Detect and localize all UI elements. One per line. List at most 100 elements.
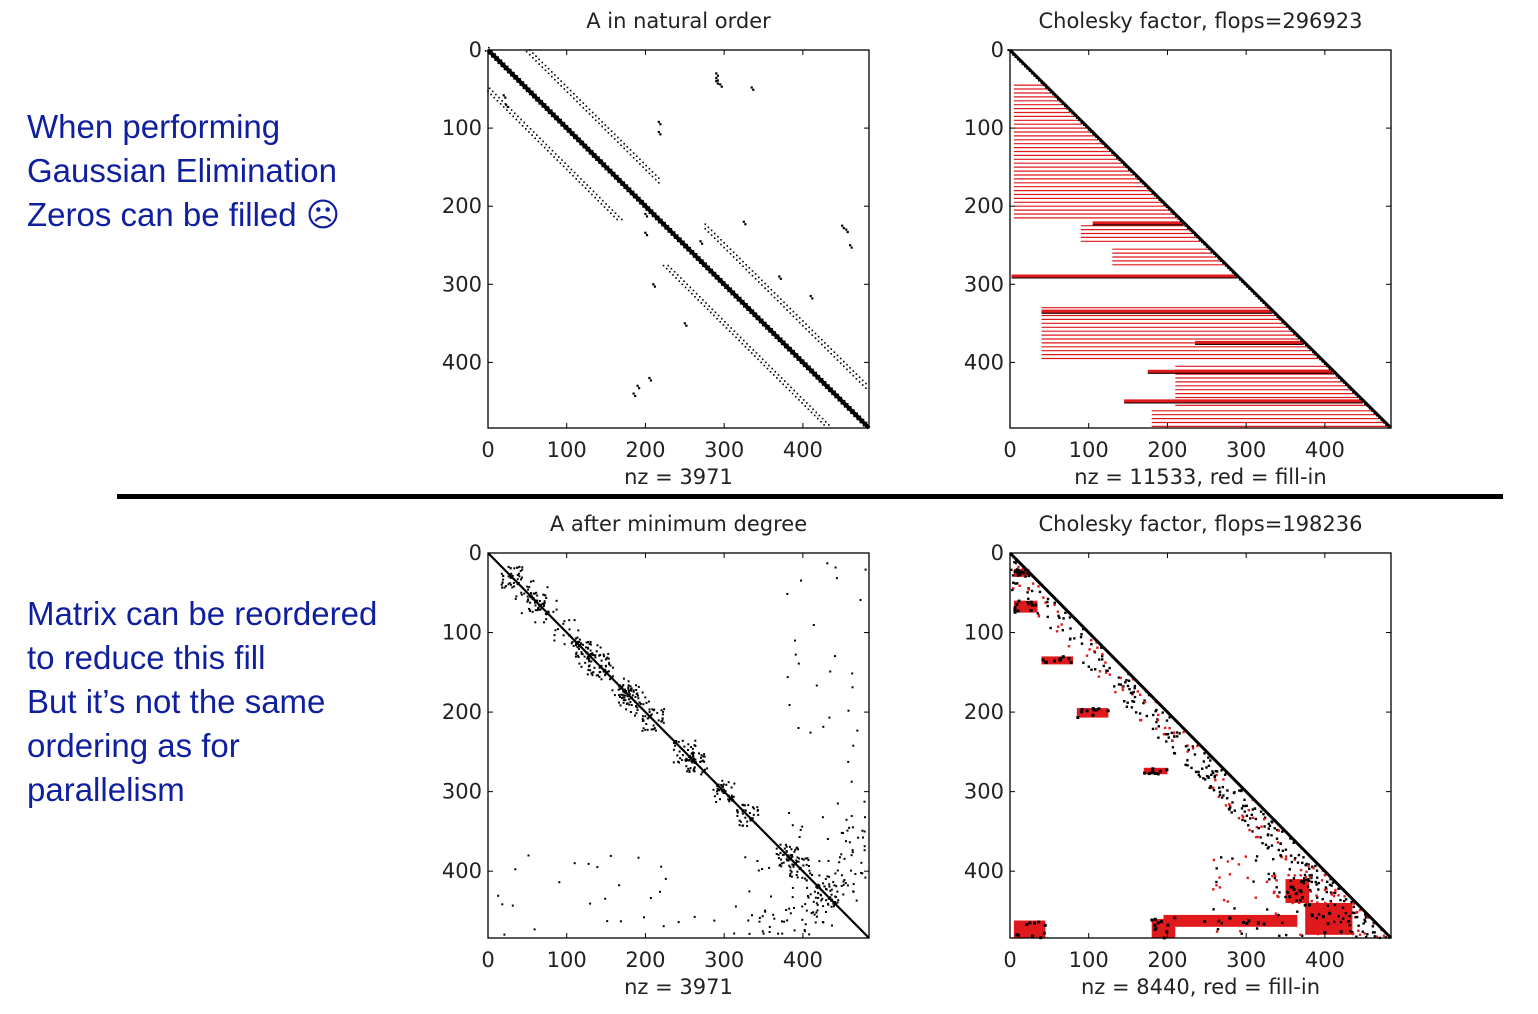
nonzero-entry (542, 593, 545, 596)
nonzero-entry (773, 917, 776, 920)
nonzero-entry (557, 121, 559, 124)
nonzero-entry (491, 56, 493, 58)
nonzero-entry (1366, 933, 1369, 936)
nonzero-entry (597, 199, 599, 202)
nonzero-entry (779, 843, 782, 846)
nonzero-entry (645, 215, 649, 218)
nonzero-entry (860, 861, 863, 864)
nonzero-entry (683, 246, 685, 249)
nonzero-entry (1068, 616, 1072, 619)
nonzero-entry (1305, 862, 1308, 866)
nonzero-entry (536, 609, 539, 612)
nonzero-entry (598, 156, 600, 158)
nonzero-entry (484, 50, 487, 52)
nonzero-entry (500, 65, 503, 68)
nonzero-entry (723, 246, 725, 249)
nonzero-entry (513, 78, 515, 80)
nonzero-entry (750, 352, 753, 354)
nonzero-entry (573, 862, 576, 865)
nonzero-entry (1228, 804, 1232, 808)
nonzero-entry (782, 853, 785, 856)
nonzero-entry (497, 894, 500, 897)
nonzero-entry (1209, 759, 1212, 762)
nonzero-entry (835, 577, 838, 580)
nonzero-entry (1053, 601, 1056, 604)
nonzero-entry (1255, 927, 1259, 930)
nonzero-entry (830, 353, 832, 355)
nonzero-entry (528, 93, 531, 96)
nonzero-entry (741, 803, 744, 806)
caption-fill-in: When performing Gaussian Elimination Zer… (27, 105, 340, 237)
nonzero-entry (722, 783, 725, 786)
nonzero-entry (1271, 875, 1274, 878)
nonzero-entry (520, 593, 523, 596)
nonzero-entry (1284, 857, 1287, 861)
nonzero-entry (692, 753, 694, 756)
nonzero-entry (611, 689, 614, 692)
nonzero-entry (774, 331, 777, 333)
nonzero-entry (1316, 876, 1319, 879)
nonzero-entry (691, 761, 694, 764)
nonzero-entry (724, 790, 727, 793)
nonzero-entry (1101, 653, 1104, 656)
nonzero-entry (821, 338, 823, 341)
nonzero-entry (551, 115, 553, 118)
nonzero-entry (539, 137, 541, 140)
nonzero-entry (553, 156, 555, 158)
nonzero-entry (720, 243, 722, 246)
y-tick-label: 100 (964, 116, 1004, 140)
nonzero-entry (713, 919, 716, 922)
nonzero-entry (654, 178, 657, 181)
nonzero-entry (717, 240, 719, 243)
nonzero-entry (1073, 637, 1076, 640)
nonzero-entry (515, 118, 518, 121)
nonzero-entry (700, 773, 703, 776)
nonzero-entry (1231, 801, 1234, 804)
nonzero-entry (547, 106, 550, 108)
nonzero-entry (651, 209, 654, 211)
nonzero-entry (1126, 701, 1129, 704)
nonzero-entry (787, 343, 789, 346)
nonzero-entry (1273, 876, 1277, 880)
nonzero-entry (1113, 685, 1116, 688)
nonzero-entry (790, 875, 793, 878)
nonzero-entry (822, 882, 825, 885)
nonzero-entry (510, 75, 512, 77)
nonzero-entry (528, 131, 530, 133)
nonzero-entry (761, 284, 763, 286)
nonzero-entry (1333, 891, 1336, 895)
nonzero-entry (789, 854, 792, 856)
nonzero-entry (702, 759, 705, 762)
nonzero-entry (850, 246, 853, 249)
nonzero-entry (575, 653, 578, 656)
nonzero-entry (686, 759, 689, 762)
nonzero-entry (712, 788, 715, 791)
nonzero-entry (1249, 817, 1252, 820)
nonzero-entry (629, 701, 632, 703)
nonzero-entry (557, 628, 559, 631)
nonzero-entry (708, 265, 710, 268)
nonzero-entry (751, 270, 754, 272)
nonzero-entry (821, 897, 824, 900)
nonzero-entry (743, 804, 746, 807)
nonzero-entry (798, 857, 801, 860)
nonzero-entry (598, 654, 601, 657)
nonzero-entry (744, 816, 747, 819)
nonzero-entry (591, 149, 594, 152)
nonzero-entry (645, 203, 647, 205)
nonzero-entry (843, 879, 846, 881)
y-tick-label: 200 (442, 700, 482, 724)
nonzero-entry (733, 782, 736, 785)
nonzero-entry (711, 308, 714, 311)
nonzero-entry (861, 829, 864, 832)
nonzero-entry (1170, 731, 1173, 735)
nonzero-entry (639, 163, 641, 165)
nonzero-entry (590, 660, 593, 663)
nonzero-entry (833, 351, 836, 353)
nonzero-entry (619, 687, 622, 690)
x-tick-label: 300 (704, 948, 744, 972)
nonzero-entry (516, 583, 519, 586)
nonzero-entry (493, 96, 496, 99)
nonzero-entry (528, 87, 531, 90)
diagonal (487, 552, 870, 939)
